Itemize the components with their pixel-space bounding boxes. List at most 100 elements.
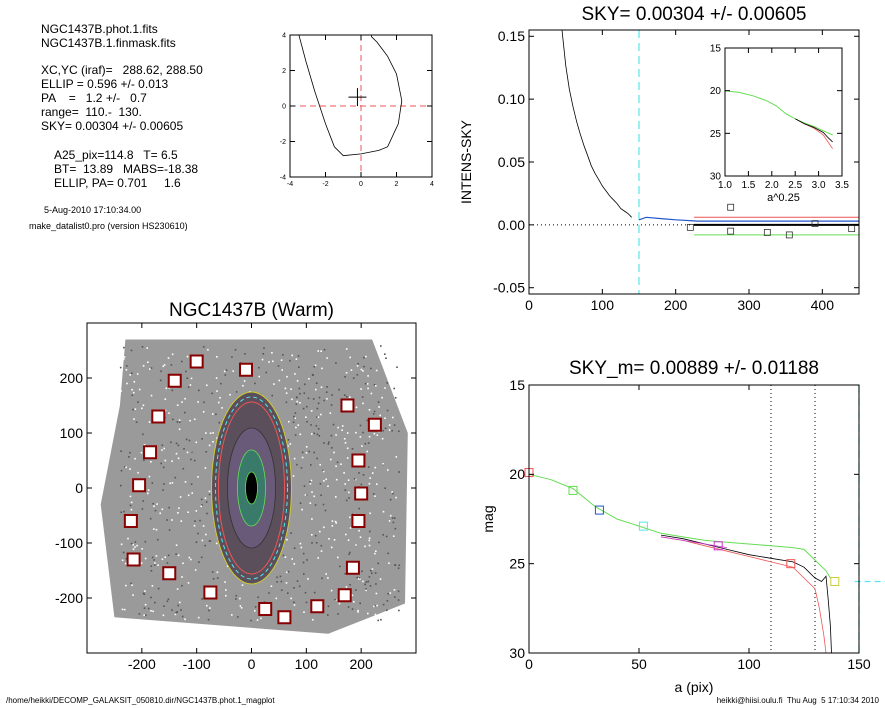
noise-pixel [382,534,384,536]
noise-pixel [149,517,152,520]
noise-pixel [157,538,159,541]
mask-box [239,362,254,377]
noise-pixel [215,413,217,416]
noise-pixel [364,382,367,385]
noise-pixel [273,383,275,385]
noise-pixel [216,356,218,358]
noise-pixel [179,496,182,498]
y-tick-label: 2 [282,68,286,75]
noise-pixel [305,405,308,408]
sky-plot-ylabel: INTENS-SKY [458,119,474,204]
noise-pixel [369,477,371,479]
x-tick-label: 0 [359,181,363,188]
noise-pixel [335,434,337,436]
noise-pixel [141,548,143,550]
noise-pixel [129,504,132,507]
inset-xlabel: a^0.25 [767,192,800,204]
noise-pixel [193,459,196,462]
noise-pixel [310,424,312,426]
noise-pixel [368,544,371,547]
noise-pixel [166,562,169,564]
noise-pixel [322,469,324,472]
x-tick-label: 0 [248,656,256,672]
noise-pixel [375,550,377,552]
noise-pixel [177,444,180,447]
noise-pixel [362,474,365,476]
x-tick-label: 3.5 [835,180,849,191]
noise-pixel [333,539,336,541]
noise-pixel [208,490,211,493]
noise-pixel [166,600,169,603]
noise-pixel [388,374,391,376]
noise-pixel [143,614,145,616]
noise-pixel [250,619,252,622]
header-line: ELLIP, PA= 0.701 1.6 [54,176,181,190]
noise-pixel [375,369,378,372]
noise-pixel [174,476,177,479]
noise-pixel [311,433,313,435]
noise-pixel [338,388,340,391]
noise-pixel [243,380,246,382]
x-tick-label: 4 [430,181,434,188]
noise-pixel [300,546,303,549]
x-tick-label: 400 [811,297,835,313]
noise-pixel [385,535,388,538]
noise-pixel [376,483,378,485]
noise-pixel [204,467,207,469]
noise-pixel [358,472,360,474]
galaxy-core [245,471,258,505]
noise-pixel [330,458,332,461]
noise-pixel [392,416,394,419]
noise-pixel [263,347,265,349]
noise-pixel [151,585,154,587]
noise-pixel [388,613,390,615]
mask-box [151,409,166,424]
noise-pixel [205,451,208,453]
noise-pixel [357,362,359,365]
noise-pixel [296,380,299,382]
noise-pixel [323,348,326,351]
noise-pixel [384,487,386,489]
noise-pixel [378,541,380,544]
noise-pixel [286,538,288,541]
noise-pixel [296,463,298,466]
noise-pixel [346,396,348,398]
noise-pixel [171,519,173,521]
noise-pixel [293,415,295,418]
noise-pixel [327,605,330,608]
noise-pixel [349,527,352,529]
noise-pixel [221,407,223,409]
noise-pixel [368,435,371,438]
noise-pixel [394,397,397,399]
noise-pixel [162,489,164,491]
noise-pixel [176,421,179,423]
noise-pixel [380,618,382,621]
noise-pixel [280,580,283,583]
noise-pixel [330,546,333,549]
noise-pixel [142,365,145,367]
noise-pixel [141,346,144,348]
noise-pixel [355,406,358,409]
noise-pixel [182,562,184,565]
noise-pixel [374,572,377,574]
noise-pixel [390,376,393,378]
noise-pixel [140,451,143,454]
noise-pixel [357,609,359,612]
noise-pixel [229,393,231,396]
noise-pixel [152,610,154,613]
noise-pixel [181,615,184,618]
noise-pixel [370,569,372,572]
noise-pixel [164,556,166,559]
noise-pixel [295,403,298,405]
noise-pixel [371,572,373,574]
noise-pixel [287,592,289,594]
noise-pixel [345,348,348,350]
noise-pixel [302,552,305,555]
noise-pixel [293,563,296,565]
noise-pixel [164,398,167,400]
x-tick-label: -200 [128,656,156,672]
noise-pixel [287,439,290,441]
noise-pixel [125,584,127,587]
noise-pixel [189,419,191,422]
noise-pixel [394,564,397,566]
